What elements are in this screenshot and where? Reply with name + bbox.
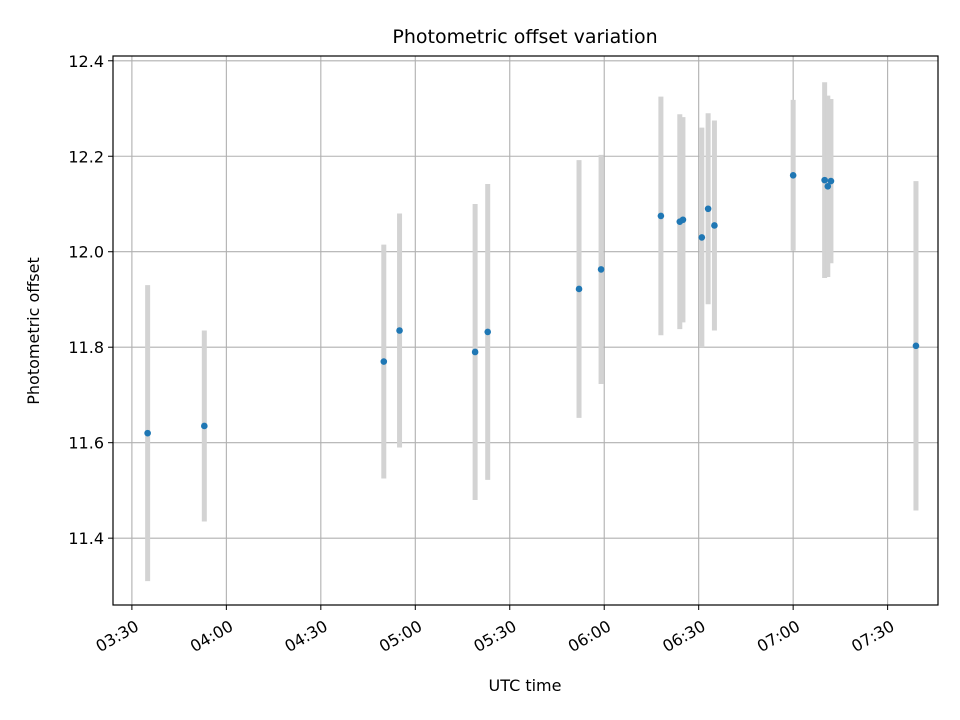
data-point <box>657 212 665 220</box>
data-point <box>484 328 492 336</box>
data-point <box>912 342 920 350</box>
data-point <box>789 172 797 179</box>
chart-title: Photometric offset variation <box>392 26 657 48</box>
data-point <box>380 358 388 365</box>
data-point <box>698 234 706 241</box>
data-point <box>679 216 687 224</box>
y-tick-label: 11.6 <box>68 434 104 453</box>
data-point <box>827 177 835 185</box>
y-tick-label: 12.4 <box>68 52 104 71</box>
data-point <box>704 205 712 213</box>
data-point <box>824 183 832 190</box>
data-point <box>144 429 151 437</box>
y-tick-label: 12.0 <box>68 243 104 262</box>
data-point <box>201 422 208 430</box>
data-point <box>711 222 718 229</box>
data-point <box>575 285 583 293</box>
y-axis-ticks: 11.4 11.6 11.8 12.0 12.2 12.4 <box>68 52 113 548</box>
data-point <box>396 327 403 334</box>
data-points <box>144 172 920 437</box>
x-axis-label: UTC time <box>489 676 562 695</box>
y-tick-label: 12.2 <box>68 147 104 166</box>
data-point <box>821 176 828 184</box>
grid-lines <box>113 56 938 605</box>
axes-frame <box>112 55 939 606</box>
data-point <box>471 348 479 356</box>
y-axis-label: Photometric offset <box>24 257 43 405</box>
y-tick-label: 11.4 <box>68 529 104 548</box>
data-point <box>597 266 605 273</box>
y-tick-label: 11.8 <box>68 338 104 357</box>
